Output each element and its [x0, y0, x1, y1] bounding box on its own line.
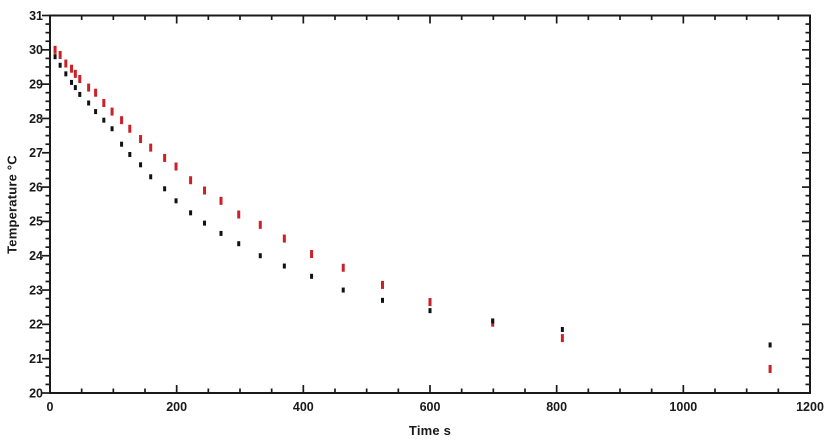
data-point-black-series: [120, 141, 124, 147]
data-point-black-series: [237, 241, 241, 247]
data-point-red-series: [87, 83, 91, 92]
x-tick-label: 200: [166, 400, 187, 414]
data-point-black-series: [64, 71, 68, 77]
data-point-black-series: [110, 126, 114, 132]
data-point-black-series: [189, 210, 193, 216]
y-tick-label: 26: [29, 180, 43, 194]
data-point-black-series: [58, 62, 62, 68]
data-point-black-series: [102, 117, 106, 123]
data-point-red-series: [310, 250, 314, 259]
data-point-red-series: [73, 69, 77, 78]
data-point-black-series: [219, 230, 223, 236]
y-tick-label: 27: [29, 146, 43, 160]
y-tick-label: 23: [29, 283, 43, 297]
data-point-red-series: [64, 59, 68, 68]
data-point-red-series: [70, 64, 74, 73]
data-point-red-series: [560, 334, 564, 343]
data-point-black-series: [53, 54, 57, 60]
y-tick-label: 20: [29, 386, 43, 400]
data-point-red-series: [341, 263, 345, 272]
data-point-red-series: [139, 135, 143, 144]
y-tick-label: 21: [29, 352, 43, 366]
y-tick-label: 31: [29, 9, 43, 23]
y-axis-title: Temperature °C: [4, 155, 20, 254]
data-point-red-series: [282, 234, 286, 243]
data-point-red-series: [203, 186, 207, 195]
y-tick-label: 29: [29, 77, 43, 91]
data-point-red-series: [102, 99, 106, 108]
y-tick-label: 22: [29, 318, 43, 332]
x-axis-title: Time s: [408, 423, 452, 438]
data-point-red-series: [428, 298, 432, 307]
data-point-black-series: [139, 162, 143, 168]
data-point-black-series: [174, 198, 178, 204]
data-point-red-series: [768, 364, 772, 373]
data-point-black-series: [560, 327, 564, 333]
data-point-red-series: [120, 116, 124, 125]
data-point-red-series: [381, 280, 384, 289]
data-point-red-series: [219, 196, 223, 205]
data-point-black-series: [258, 253, 262, 259]
data-point-red-series: [189, 176, 193, 185]
data-point-red-series: [78, 74, 82, 83]
data-point-black-series: [491, 318, 495, 324]
data-point-red-series: [258, 220, 262, 229]
data-point-red-series: [110, 107, 114, 116]
data-point-black-series: [73, 85, 77, 91]
data-point-red-series: [53, 45, 57, 54]
data-point-black-series: [78, 91, 82, 97]
data-point-black-series: [341, 287, 345, 293]
x-tick-label: 1000: [669, 400, 697, 414]
data-point-black-series: [128, 151, 132, 157]
data-point-red-series: [174, 162, 178, 171]
y-tick-label: 28: [29, 112, 43, 126]
data-point-black-series: [149, 174, 153, 180]
data-point-black-series: [310, 273, 314, 279]
y-tick-label: 25: [29, 215, 43, 229]
data-point-black-series: [768, 342, 772, 348]
data-point-red-series: [94, 88, 98, 97]
data-point-red-series: [237, 210, 241, 219]
x-tick-label: 1200: [796, 400, 824, 414]
data-point-red-series: [149, 143, 153, 152]
x-tick-label: 800: [546, 400, 567, 414]
y-tick-label: 24: [29, 249, 43, 263]
data-point-black-series: [70, 79, 74, 85]
data-point-red-series: [163, 153, 167, 162]
data-point-black-series: [203, 220, 207, 226]
data-point-black-series: [428, 308, 432, 314]
x-tick-label: 600: [420, 400, 441, 414]
plot-frame: [49, 14, 811, 394]
data-point-black-series: [163, 186, 167, 192]
data-point-black-series: [282, 263, 286, 269]
data-point-black-series: [94, 109, 98, 115]
data-point-red-series: [128, 124, 132, 133]
y-tick-label: 30: [29, 43, 43, 57]
data-point-black-series: [381, 297, 384, 303]
data-point-red-series: [58, 50, 62, 59]
x-tick-label: 400: [293, 400, 314, 414]
data-point-black-series: [87, 100, 91, 106]
x-tick-label: 0: [47, 400, 54, 414]
